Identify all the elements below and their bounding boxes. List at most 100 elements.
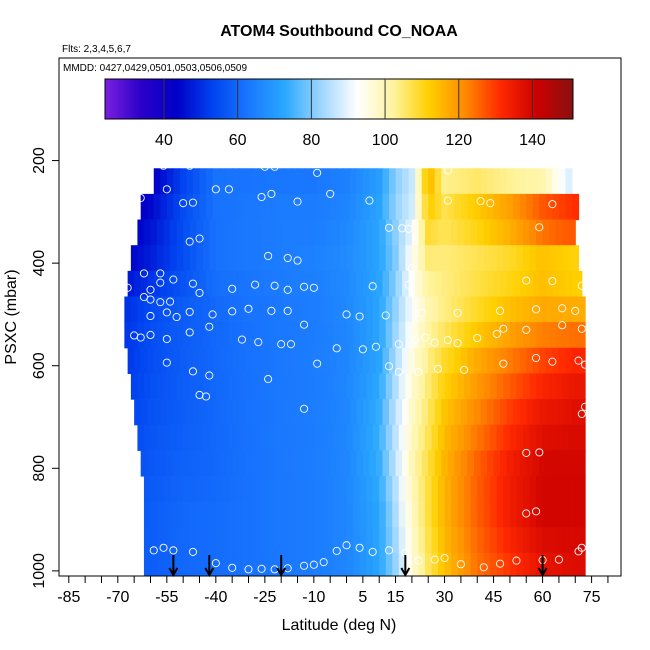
heatmap-cell: [290, 450, 299, 477]
colorbar: [104, 78, 574, 120]
heatmap-cell: [428, 168, 436, 195]
heatmap-cell: [336, 347, 344, 375]
observation-point: [169, 275, 178, 284]
heatmap-cell: [447, 168, 455, 195]
heatmap-cell: [189, 475, 197, 503]
heatmap-cell: [176, 245, 184, 272]
heatmap-cell: [487, 347, 495, 375]
heatmap-cell: [140, 193, 148, 221]
heatmap-cell: [160, 450, 168, 477]
heatmap-cell: [238, 347, 246, 375]
heatmap-cell: [568, 296, 576, 323]
heatmap-cell: [467, 168, 475, 195]
heatmap-cell: [562, 552, 570, 576]
heatmap-cell: [274, 373, 282, 400]
heatmap-cell: [402, 450, 410, 477]
heatmap-cell: [222, 501, 230, 528]
heatmap-cell: [300, 373, 308, 400]
heatmap-cell: [258, 399, 266, 426]
heatmap-cell: [225, 270, 233, 298]
heatmap-cell: [536, 424, 544, 451]
y-tick-label: 1000: [31, 553, 48, 589]
heatmap-cell: [565, 450, 573, 477]
heatmap-cell: [418, 373, 426, 400]
observation-point: [574, 356, 583, 365]
heatmap-cell: [147, 347, 155, 375]
heatmap-cell: [581, 373, 586, 400]
heatmap-cell: [408, 399, 416, 426]
heatmap-cell: [464, 527, 472, 554]
heatmap-cell: [522, 245, 531, 272]
heatmap-cell: [369, 193, 377, 221]
heatmap-cell: [326, 245, 335, 272]
heatmap-cell: [402, 347, 410, 375]
observation-point: [228, 284, 237, 293]
heatmap-cell: [428, 450, 436, 477]
observation-point: [211, 185, 220, 194]
heatmap-cell: [166, 270, 174, 298]
heatmap-cell: [362, 168, 370, 195]
heatmap-cell: [506, 270, 514, 298]
heatmap-cell: [241, 424, 250, 451]
heatmap-cell: [235, 373, 243, 400]
heatmap-cell: [565, 270, 573, 298]
x-tick-label: -25: [253, 589, 276, 606]
heatmap-cell: [333, 245, 341, 272]
heatmap-cell: [232, 193, 240, 221]
heatmap-cell: [431, 322, 439, 349]
heatmap-cell: [326, 424, 335, 451]
heatmap-cell: [320, 219, 328, 246]
heatmap-cell: [248, 475, 256, 503]
heatmap-cell: [470, 322, 478, 349]
observation-point: [267, 306, 276, 315]
heatmap-cell: [375, 450, 384, 477]
heatmap-cell: [444, 245, 452, 272]
heatmap-cell: [500, 347, 508, 375]
heatmap-cell: [562, 322, 570, 349]
heatmap-cell: [313, 424, 321, 451]
heatmap-cell: [568, 373, 576, 400]
heatmap-cell: [176, 296, 184, 323]
x-tick-label: -40: [204, 589, 227, 606]
heatmap-cell: [467, 399, 475, 426]
heatmap-cell: [454, 399, 462, 426]
heatmap-cell: [300, 245, 308, 272]
observation-point: [577, 281, 586, 290]
heatmap-cell: [274, 424, 282, 451]
heatmap-cell: [219, 270, 227, 298]
heatmap-cell: [372, 475, 380, 503]
heatmap-cell: [516, 501, 524, 528]
heatmap-cell: [170, 501, 178, 528]
heatmap-cell: [346, 552, 354, 576]
colorbar-ticks: 40 60 80 100 120 140: [155, 79, 546, 149]
heatmap-cell: [170, 475, 178, 503]
heatmap-cell: [457, 424, 465, 451]
heatmap-cell: [160, 193, 168, 221]
heatmap-cell: [255, 322, 263, 349]
heatmap-cell: [392, 245, 400, 272]
heatmap-cell: [241, 245, 250, 272]
heatmap-cell: [460, 270, 469, 298]
heatmap-cell: [362, 270, 370, 298]
heatmap-cell: [451, 475, 459, 503]
heatmap-cell: [150, 219, 158, 246]
heatmap-cell: [336, 193, 344, 221]
heatmap-cell: [526, 399, 534, 426]
heatmap-cell: [451, 527, 459, 554]
heatmap-cell: [398, 245, 406, 272]
heatmap-cell: [326, 475, 335, 503]
heatmap-cell: [398, 322, 406, 349]
observation-point: [567, 159, 577, 168]
heatmap-cell: [340, 245, 348, 272]
heatmap-cell: [179, 347, 188, 375]
observation-point: [286, 340, 296, 349]
heatmap-cell: [549, 322, 557, 349]
heatmap-cell: [503, 527, 511, 554]
heatmap-cell: [189, 245, 197, 272]
observation-point: [417, 308, 426, 317]
heatmap-cell: [389, 193, 397, 221]
heatmap-cell: [196, 245, 204, 272]
heatmap-cell: [268, 219, 276, 246]
heatmap-cell: [506, 193, 514, 221]
heatmap-cell: [542, 475, 550, 503]
